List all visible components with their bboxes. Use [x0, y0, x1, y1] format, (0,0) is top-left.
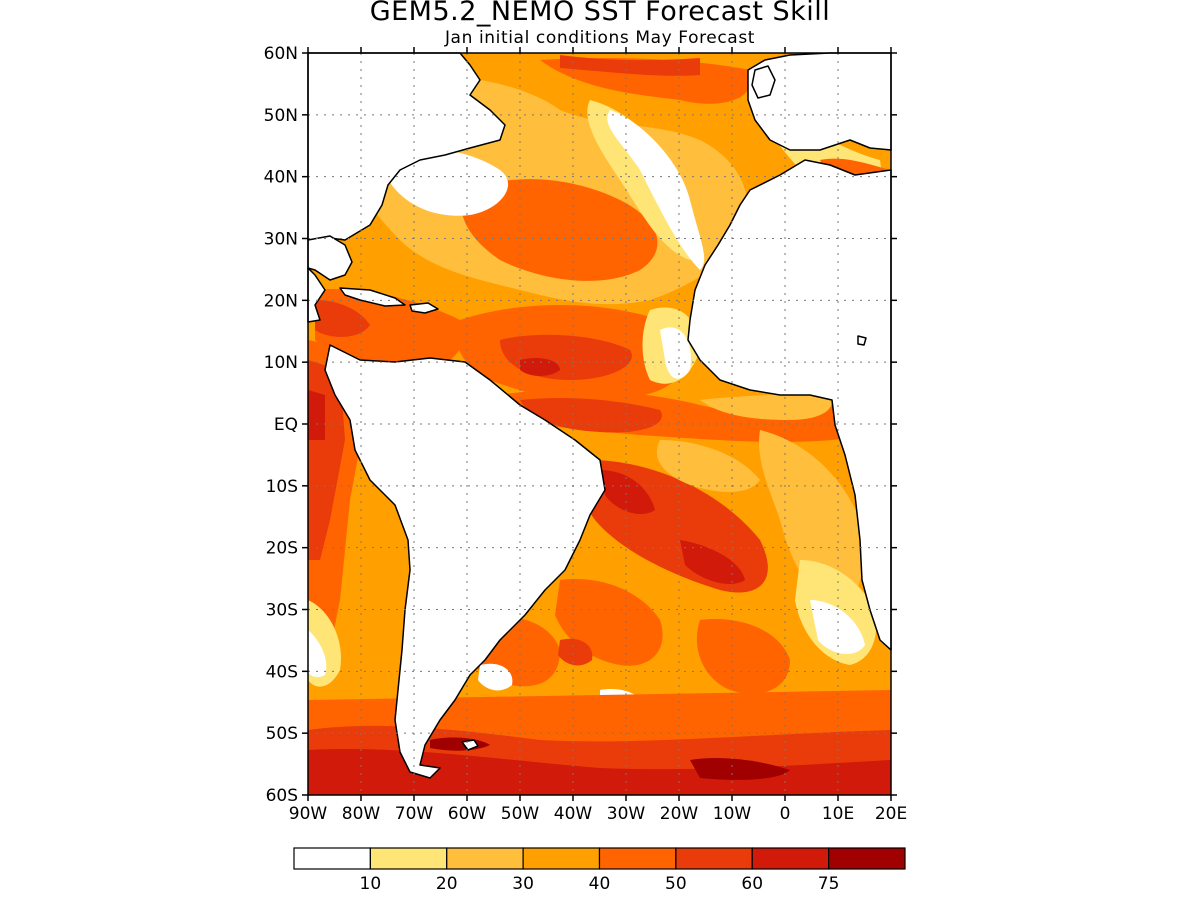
chart-title: GEM5.2_NEMO SST Forecast Skill	[369, 0, 831, 27]
colorbar-swatch	[446, 847, 524, 870]
colorbar-label: 50	[665, 874, 687, 894]
lat-label: 10N	[264, 353, 298, 373]
land-masses	[307, 52, 892, 779]
lat-label: 50S	[266, 724, 298, 744]
lat-label: 40N	[264, 168, 298, 188]
lon-label: 80W	[342, 804, 381, 824]
lon-label: 70W	[395, 804, 434, 824]
colorbar-label: 20	[436, 874, 458, 894]
hispaniola-island	[409, 302, 439, 314]
colorbar-label: 40	[589, 874, 611, 894]
africa-land	[687, 159, 892, 651]
lat-label: 20S	[266, 539, 298, 559]
colorbar-label: 75	[818, 874, 840, 894]
lon-label: 50W	[501, 804, 540, 824]
lon-label: 60W	[448, 804, 487, 824]
map-grid	[308, 53, 891, 795]
lat-label: EQ	[274, 415, 298, 435]
lat-label: 40S	[266, 662, 298, 682]
falkland-islands	[461, 739, 479, 751]
colorbar-swatch	[598, 847, 677, 870]
latitude-labels: 60N 50N 40N 30N 20N 10N EQ 10S 20S 30S 40S 50S 60S	[264, 44, 897, 806]
lon-label: 40W	[554, 804, 593, 824]
colorbar-swatch	[522, 847, 601, 870]
lon-label: 10E	[822, 804, 854, 824]
lat-label: 10S	[266, 477, 298, 497]
lat-label: 20N	[264, 291, 298, 311]
chart-subtitle: Jan initial conditions May Forecast	[444, 28, 756, 48]
europe-land	[747, 52, 892, 151]
lat-label: 60S	[266, 786, 298, 806]
cuba-island	[339, 287, 406, 307]
south-america-land	[324, 344, 606, 779]
colorbar: 10 20 30 40 50 60 75	[293, 847, 906, 894]
lon-label: 30W	[607, 804, 646, 824]
lon-label: 90W	[289, 804, 328, 824]
lon-label: 20E	[875, 804, 907, 824]
madagascar-hint	[857, 335, 867, 346]
colorbar-label: 30	[512, 874, 534, 894]
colorbar-swatch	[369, 847, 448, 870]
colorbar-label: 10	[360, 874, 382, 894]
colorbar-swatch	[751, 847, 830, 870]
colorbar-swatch	[293, 847, 371, 870]
colorbar-label: 60	[741, 874, 763, 894]
british-isles	[751, 65, 776, 99]
gulf-coast-land	[307, 235, 353, 281]
lat-label: 30N	[264, 230, 298, 250]
lat-label: 50N	[264, 106, 298, 126]
lon-label: 10W	[713, 804, 752, 824]
lon-label: 0	[780, 804, 791, 824]
lat-label: 30S	[266, 601, 298, 621]
lat-label: 60N	[264, 44, 298, 64]
colorbar-swatch	[828, 847, 906, 870]
lon-label: 20W	[660, 804, 699, 824]
colorbar-swatch	[675, 847, 753, 870]
longitude-labels: 90W 80W 70W 60W 50W 40W 30W 20W 10W 0 10E 20E	[289, 47, 907, 824]
